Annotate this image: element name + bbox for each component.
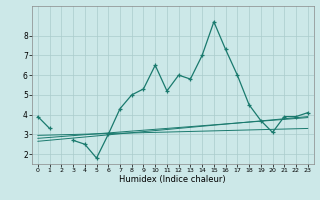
X-axis label: Humidex (Indice chaleur): Humidex (Indice chaleur) xyxy=(119,175,226,184)
